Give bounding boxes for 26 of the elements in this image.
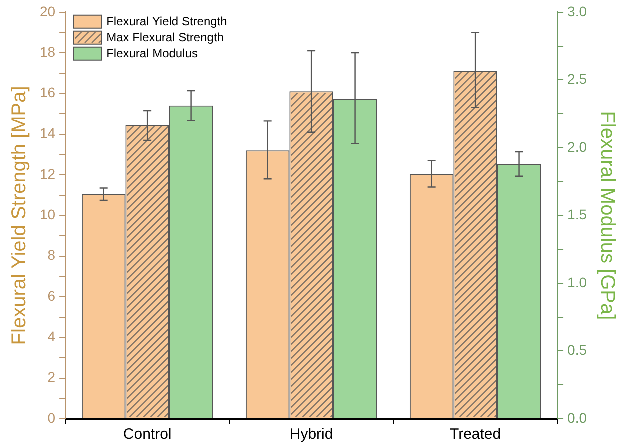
x-tick-label: Hybrid: [290, 426, 334, 444]
y-tick-label: 14: [40, 125, 56, 142]
y-tick-label: 18: [40, 44, 56, 60]
y2-tick-label: 1.0: [568, 274, 588, 290]
y-tick-label: 16: [40, 84, 56, 101]
x-tick-label: Treated: [450, 426, 502, 444]
x-tick-label: Control: [123, 426, 172, 444]
y-tick-label: 8: [48, 247, 56, 264]
legend-label: Max Flexural Strength: [106, 30, 224, 45]
y2-axis-title: Flexural Modulus [GPa]: [596, 111, 618, 320]
y-tick-label: 2: [48, 369, 56, 386]
legend-label: Flexural Yield Strength: [106, 14, 228, 29]
y-tick-label: 20: [40, 3, 56, 20]
y2-tick-label: 1.5: [568, 206, 588, 223]
y2-tick-label: 2.5: [568, 71, 588, 88]
y-tick-label: 12: [40, 166, 56, 182]
y2-tick-label: 0.5: [568, 342, 588, 358]
y-tick-label: 10: [40, 206, 56, 223]
y-tick-label: 0: [48, 410, 56, 426]
y2-tick-label: 0.0: [568, 410, 588, 426]
y-tick-label: 4: [48, 328, 56, 345]
y-tick-label: 6: [48, 288, 56, 304]
y2-tick-label: 3.0: [568, 3, 588, 20]
y-axis-title: Flexural Yield Strength [MPa]: [8, 86, 31, 346]
legend-label: Flexural Modulus: [106, 46, 198, 61]
y2-tick-label: 2.0: [568, 138, 588, 155]
